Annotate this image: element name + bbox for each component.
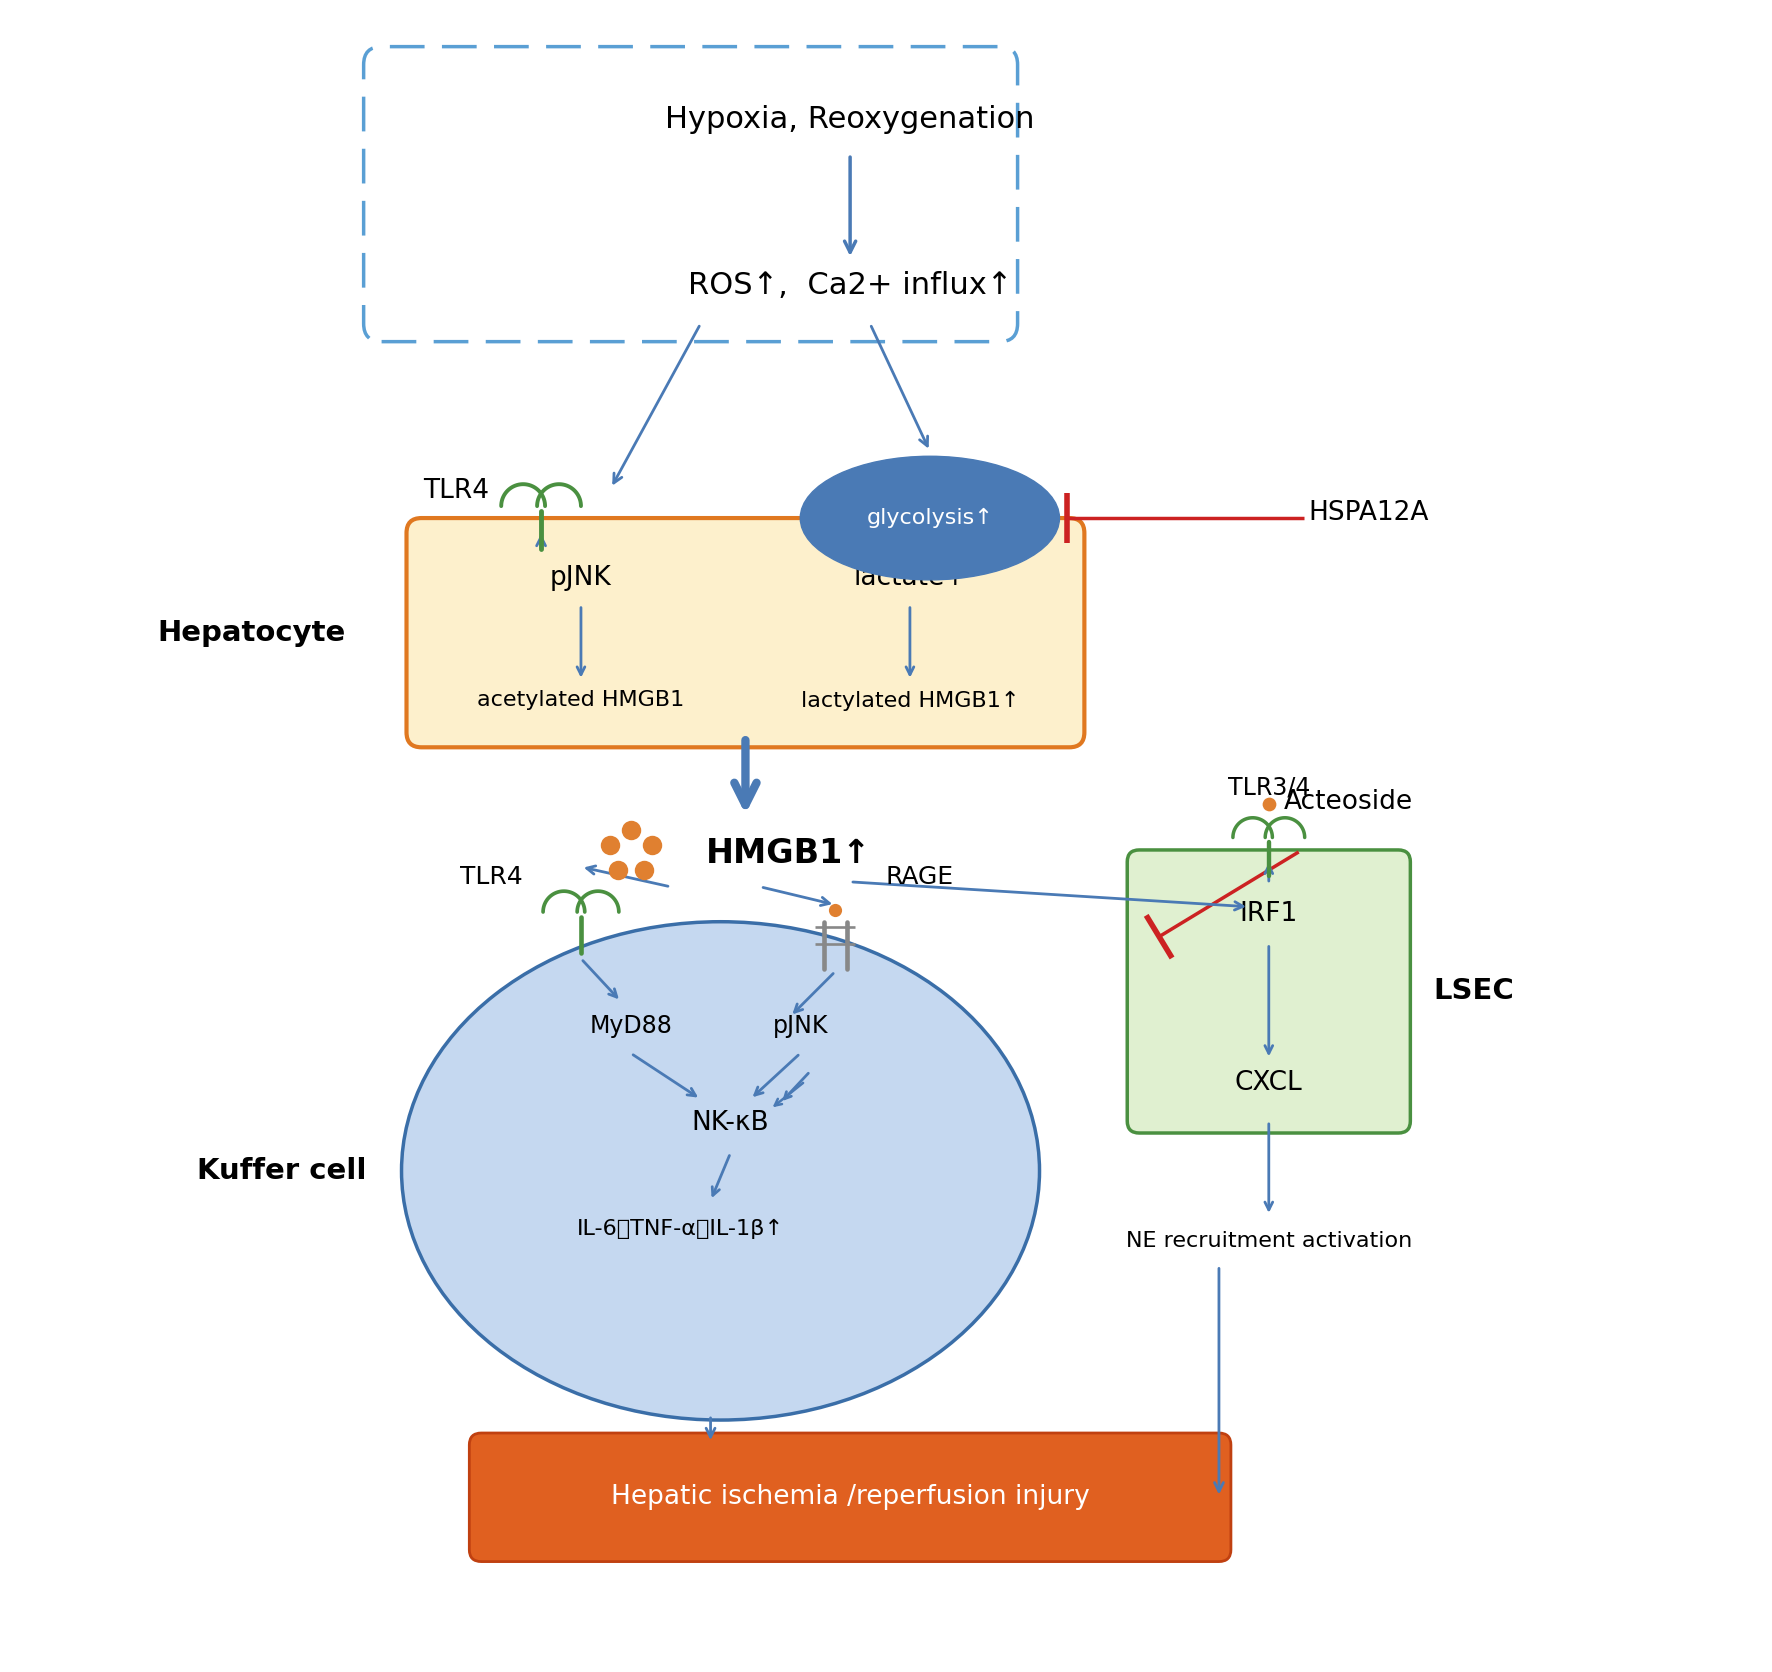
Text: pJNK: pJNK bbox=[773, 1015, 828, 1038]
Text: HSPA12A: HSPA12A bbox=[1310, 500, 1428, 527]
Text: LSEC: LSEC bbox=[1434, 978, 1513, 1005]
Text: pJNK: pJNK bbox=[549, 565, 611, 590]
Text: Hypoxia, Reoxygenation: Hypoxia, Reoxygenation bbox=[664, 105, 1035, 134]
Text: Acteoside: Acteoside bbox=[1285, 789, 1412, 816]
Text: RAGE: RAGE bbox=[884, 864, 953, 890]
Text: Hepatocyte: Hepatocyte bbox=[158, 619, 346, 647]
Ellipse shape bbox=[402, 921, 1040, 1420]
Text: Hepatic ischemia /reperfusion injury: Hepatic ischemia /reperfusion injury bbox=[611, 1485, 1090, 1510]
Text: Kuffer cell: Kuffer cell bbox=[197, 1157, 367, 1185]
Text: NK-κB: NK-κB bbox=[691, 1110, 769, 1135]
Text: TLR4: TLR4 bbox=[424, 478, 489, 505]
Text: IRF1: IRF1 bbox=[1240, 901, 1297, 926]
Text: TLR3/4: TLR3/4 bbox=[1228, 776, 1310, 799]
FancyBboxPatch shape bbox=[470, 1433, 1232, 1562]
Text: MyD88: MyD88 bbox=[590, 1015, 672, 1038]
Text: lactate↑: lactate↑ bbox=[854, 565, 966, 590]
Text: IL-6、TNF-α、IL-1β↑: IL-6、TNF-α、IL-1β↑ bbox=[578, 1219, 785, 1239]
Ellipse shape bbox=[801, 456, 1060, 580]
FancyBboxPatch shape bbox=[406, 518, 1084, 747]
Text: NE recruitment activation: NE recruitment activation bbox=[1125, 1231, 1412, 1251]
Text: lactylated HMGB1↑: lactylated HMGB1↑ bbox=[801, 691, 1019, 711]
Text: glycolysis↑: glycolysis↑ bbox=[867, 508, 994, 528]
Text: ROS↑,  Ca2+ influx↑: ROS↑, Ca2+ influx↑ bbox=[688, 271, 1012, 301]
Text: acetylated HMGB1: acetylated HMGB1 bbox=[477, 691, 684, 711]
Text: HMGB1↑: HMGB1↑ bbox=[705, 838, 870, 871]
Text: TLR4: TLR4 bbox=[461, 864, 523, 890]
Text: CXCL: CXCL bbox=[1235, 1070, 1302, 1097]
FancyBboxPatch shape bbox=[363, 47, 1017, 341]
FancyBboxPatch shape bbox=[1127, 849, 1411, 1134]
